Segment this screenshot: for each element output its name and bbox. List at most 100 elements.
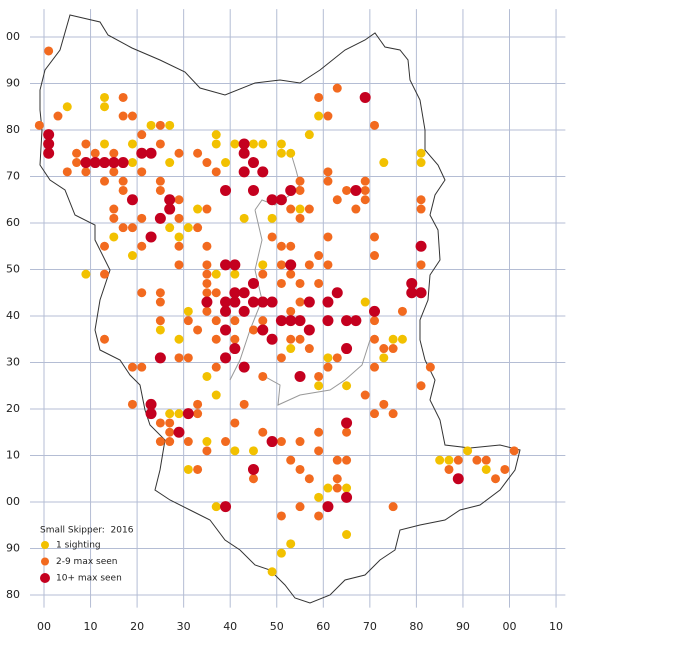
record-dot — [258, 371, 268, 381]
record-dot — [286, 334, 296, 344]
record-dot — [286, 539, 296, 549]
record-dot — [202, 269, 212, 279]
record-dot — [406, 287, 418, 299]
y-tick-label: 60 — [6, 216, 20, 229]
record-dot — [276, 548, 286, 558]
record-dot — [359, 91, 371, 103]
record-dot — [295, 502, 305, 512]
record-dot — [452, 473, 464, 485]
record-dot — [90, 148, 100, 158]
record-dot — [285, 184, 297, 196]
record-dot — [137, 167, 147, 177]
record-dot — [388, 409, 398, 419]
record-dot — [202, 306, 212, 316]
x-tick-label: 90 — [456, 620, 470, 633]
record-dot — [247, 157, 259, 169]
record-dot — [127, 362, 137, 372]
x-tick-label: 80 — [409, 620, 423, 633]
record-dot — [444, 455, 454, 465]
record-dot — [230, 139, 240, 149]
record-dot — [304, 474, 314, 484]
record-dot — [286, 306, 296, 316]
record-dot — [211, 334, 221, 344]
record-dot — [211, 130, 221, 140]
grid-layer: 00 10 20 30 40 50 60 70 80 90 00 10 80 90 00 10 20 30 40 50… — [6, 9, 566, 633]
record-dot — [267, 213, 277, 223]
record-dot — [276, 278, 286, 288]
record-dot — [43, 129, 55, 141]
record-dot — [201, 296, 213, 308]
record-dot — [174, 241, 184, 251]
record-dot — [370, 409, 380, 419]
record-dot — [435, 455, 445, 465]
record-dot — [238, 147, 250, 159]
record-dot — [108, 157, 120, 169]
record-dot — [239, 399, 249, 409]
record-dot — [183, 464, 193, 474]
record-dot — [118, 92, 128, 102]
record-dot — [415, 240, 427, 252]
record-dot — [323, 483, 333, 493]
record-dot — [323, 176, 333, 186]
record-dot — [100, 176, 110, 186]
record-dot — [314, 111, 324, 121]
record-dot — [286, 204, 296, 214]
record-dot — [81, 167, 91, 177]
legend-label: 2-9 max seen — [56, 557, 118, 567]
record-dot — [314, 427, 324, 437]
record-dot — [238, 305, 250, 317]
record-dot — [267, 232, 277, 242]
legend-marker — [41, 557, 49, 566]
record-dot — [211, 502, 221, 512]
record-dot — [34, 120, 44, 130]
record-dot — [332, 195, 342, 205]
record-dot — [481, 455, 491, 465]
record-dot — [247, 296, 259, 308]
record-dot — [332, 474, 342, 484]
record-dot — [165, 120, 175, 130]
record-dot — [146, 120, 156, 130]
record-dot — [137, 362, 147, 372]
record-dot — [118, 223, 128, 233]
record-dot — [276, 241, 286, 251]
record-dot — [202, 437, 212, 447]
record-dot — [165, 158, 175, 168]
x-tick-label: 70 — [363, 620, 377, 633]
legend-marker — [40, 573, 50, 583]
record-dot — [286, 344, 296, 354]
record-dot — [331, 287, 343, 299]
record-dot — [220, 324, 232, 336]
record-dot — [370, 362, 380, 372]
record-dot — [341, 491, 353, 503]
record-dot — [314, 371, 324, 381]
record-dot — [303, 324, 315, 336]
record-dot — [100, 102, 110, 112]
record-dot — [174, 260, 184, 270]
record-dot — [220, 305, 232, 317]
record-dot — [370, 120, 380, 130]
record-dot — [127, 251, 137, 261]
record-dot — [183, 353, 193, 363]
record-dot — [248, 446, 258, 456]
x-tick-label: 10 — [549, 620, 563, 633]
record-dot — [276, 511, 286, 521]
record-dot — [89, 157, 101, 169]
record-dot — [173, 426, 185, 438]
record-dot — [257, 324, 269, 336]
record-dot — [154, 212, 166, 224]
record-dot — [229, 259, 241, 271]
record-dot — [165, 223, 175, 233]
record-dot — [202, 371, 212, 381]
record-dot — [230, 334, 240, 344]
record-dot — [360, 185, 370, 195]
record-dot — [174, 195, 184, 205]
record-dot — [174, 213, 184, 223]
record-dot — [220, 259, 232, 271]
record-dot — [425, 362, 435, 372]
record-dot — [62, 167, 72, 177]
record-dot — [230, 269, 240, 279]
y-tick-label: 90 — [6, 542, 20, 555]
record-dot — [211, 139, 221, 149]
record-dot — [397, 306, 407, 316]
record-dot — [397, 334, 407, 344]
